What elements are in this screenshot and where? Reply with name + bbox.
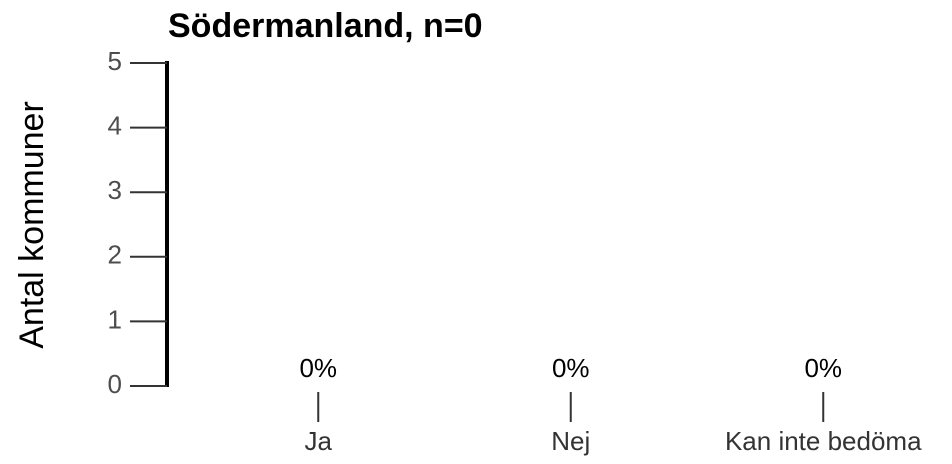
x-tick-label: Ja (305, 426, 333, 456)
y-tick-label: 1 (108, 304, 122, 334)
value-label: 0% (299, 353, 337, 383)
x-tick-label: Kan inte bedöma (725, 426, 922, 456)
y-tick-label: 0 (108, 369, 122, 399)
value-label: 0% (804, 353, 842, 383)
y-tick-label: 2 (108, 240, 122, 270)
y-tick-label: 3 (108, 175, 122, 205)
y-tick-label: 4 (108, 110, 122, 140)
y-tick-label: 5 (108, 46, 122, 76)
value-label: 0% (552, 353, 590, 383)
chart-title: Södermanland, n=0 (168, 7, 483, 45)
x-tick-label: Nej (551, 426, 590, 456)
y-axis-label: Antal kommuner (13, 101, 51, 349)
